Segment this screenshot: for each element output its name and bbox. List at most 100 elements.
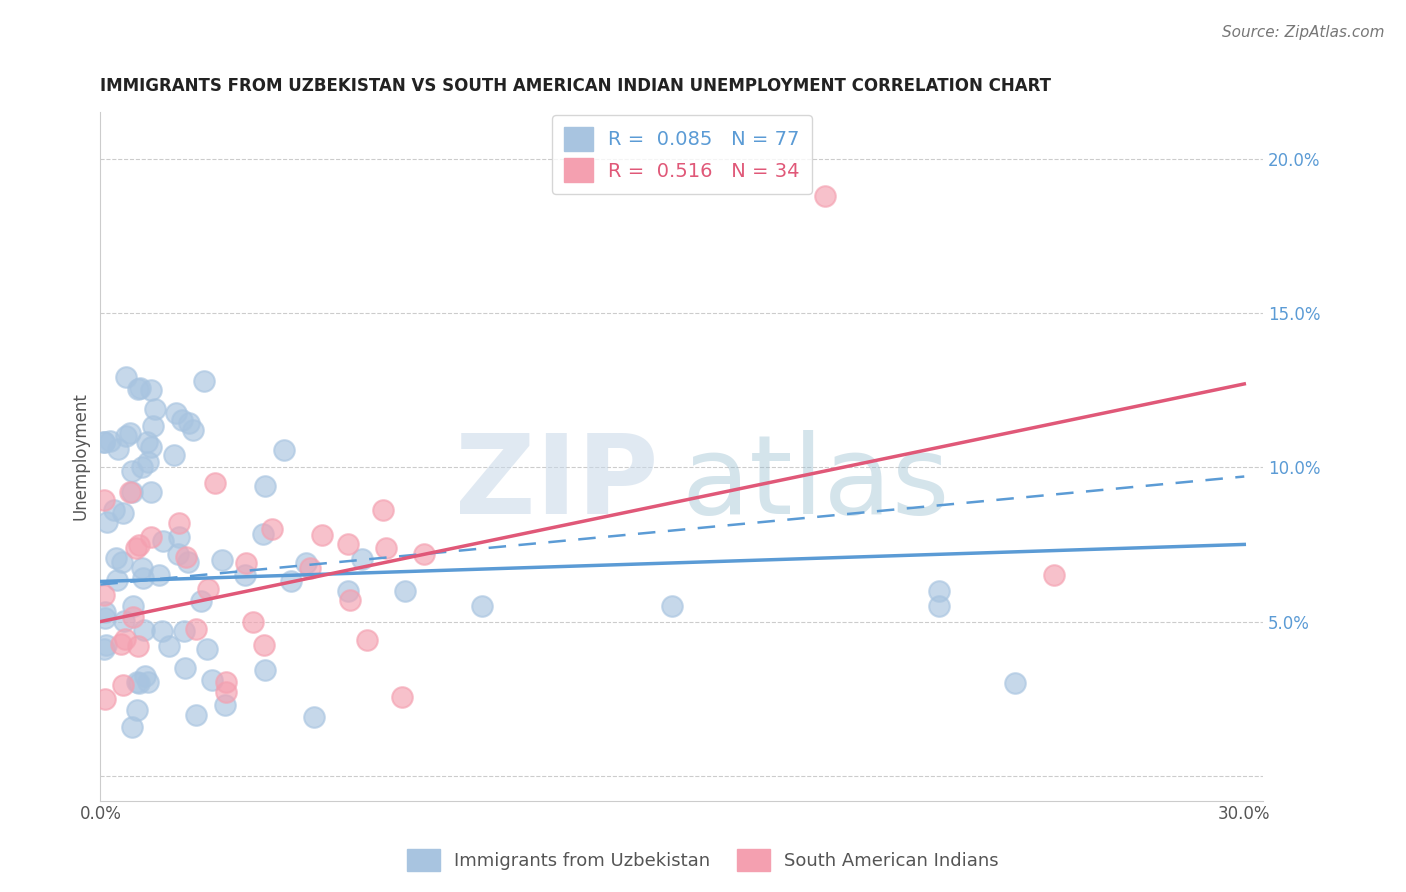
Point bbox=[143, 402, 166, 417]
Point bbox=[295, 556, 318, 570]
Legend: R =  0.085   N = 77, R =  0.516   N = 34: R = 0.085 N = 77, R = 0.516 N = 34 bbox=[553, 115, 811, 194]
Point bbox=[177, 416, 200, 430]
Point bbox=[184, 708, 207, 723]
Point bbox=[139, 531, 162, 545]
Point bbox=[253, 479, 276, 493]
Text: IMMIGRANTS FROM UZBEKISTAN VS SOUTH AMERICAN INDIAN UNEMPLOYMENT CORRELATION CHA: IMMIGRANTS FROM UZBEKISTAN VS SOUTH AMER… bbox=[100, 78, 1052, 95]
Point bbox=[114, 370, 136, 384]
Point bbox=[127, 674, 149, 689]
Point bbox=[1042, 568, 1064, 582]
Point bbox=[93, 493, 115, 508]
Point bbox=[93, 588, 115, 602]
Point bbox=[142, 418, 165, 433]
Point bbox=[94, 691, 117, 706]
Point bbox=[280, 574, 302, 589]
Point bbox=[134, 669, 156, 683]
Point bbox=[215, 675, 238, 690]
Point bbox=[94, 638, 117, 652]
Point bbox=[96, 515, 118, 529]
Point bbox=[120, 425, 142, 440]
Point bbox=[105, 573, 128, 587]
Point bbox=[471, 599, 494, 614]
Point bbox=[120, 485, 142, 500]
Point bbox=[136, 455, 159, 469]
Point bbox=[252, 639, 274, 653]
Point bbox=[141, 384, 163, 398]
Point bbox=[152, 533, 174, 548]
Point bbox=[111, 556, 134, 570]
Point bbox=[141, 440, 163, 454]
Point bbox=[928, 583, 950, 598]
Point bbox=[131, 459, 153, 474]
Point bbox=[125, 541, 148, 556]
Point bbox=[115, 429, 138, 443]
Point bbox=[215, 685, 238, 699]
Point bbox=[233, 568, 256, 582]
Point bbox=[94, 611, 117, 625]
Point bbox=[112, 678, 135, 692]
Point bbox=[173, 624, 195, 638]
Point bbox=[128, 538, 150, 552]
Text: Source: ZipAtlas.com: Source: ZipAtlas.com bbox=[1222, 25, 1385, 40]
Point bbox=[128, 676, 150, 690]
Point bbox=[928, 599, 950, 614]
Point bbox=[163, 448, 186, 462]
Point bbox=[121, 464, 143, 478]
Point bbox=[172, 413, 194, 427]
Point bbox=[352, 552, 374, 566]
Point bbox=[260, 522, 283, 536]
Point bbox=[148, 568, 170, 582]
Point bbox=[174, 661, 197, 675]
Point bbox=[201, 673, 224, 688]
Point bbox=[214, 698, 236, 712]
Point bbox=[413, 547, 436, 561]
Point bbox=[661, 599, 683, 614]
Point bbox=[193, 374, 215, 388]
Point bbox=[373, 503, 395, 517]
Point bbox=[252, 527, 274, 541]
Point bbox=[337, 537, 360, 551]
Point bbox=[139, 484, 162, 499]
Point bbox=[98, 434, 121, 448]
Text: ZIP: ZIP bbox=[456, 431, 658, 538]
Point bbox=[195, 642, 218, 657]
Point bbox=[94, 606, 117, 620]
Point bbox=[125, 702, 148, 716]
Point bbox=[131, 561, 153, 575]
Y-axis label: Unemployment: Unemployment bbox=[72, 392, 89, 520]
Point bbox=[127, 383, 149, 397]
Point bbox=[235, 556, 257, 570]
Point bbox=[190, 593, 212, 607]
Point bbox=[132, 623, 155, 637]
Point bbox=[105, 550, 128, 565]
Point bbox=[112, 614, 135, 628]
Point bbox=[311, 528, 333, 542]
Point bbox=[167, 530, 190, 544]
Point bbox=[254, 663, 277, 677]
Point bbox=[111, 506, 134, 520]
Point bbox=[114, 632, 136, 646]
Point bbox=[167, 516, 190, 530]
Point bbox=[150, 624, 173, 638]
Point bbox=[242, 615, 264, 629]
Point bbox=[121, 720, 143, 734]
Point bbox=[131, 571, 153, 585]
Point bbox=[103, 503, 125, 517]
Point bbox=[211, 553, 233, 567]
Point bbox=[176, 549, 198, 564]
Point bbox=[135, 434, 157, 449]
Point bbox=[356, 633, 378, 648]
Point bbox=[121, 484, 143, 499]
Point bbox=[375, 541, 398, 555]
Point bbox=[339, 592, 361, 607]
Point bbox=[110, 637, 132, 651]
Point bbox=[122, 599, 145, 613]
Point bbox=[184, 622, 207, 636]
Point bbox=[204, 475, 226, 490]
Point bbox=[1004, 676, 1026, 690]
Point bbox=[298, 561, 321, 575]
Point bbox=[157, 640, 180, 654]
Point bbox=[93, 641, 115, 656]
Point bbox=[394, 583, 416, 598]
Point bbox=[337, 583, 360, 598]
